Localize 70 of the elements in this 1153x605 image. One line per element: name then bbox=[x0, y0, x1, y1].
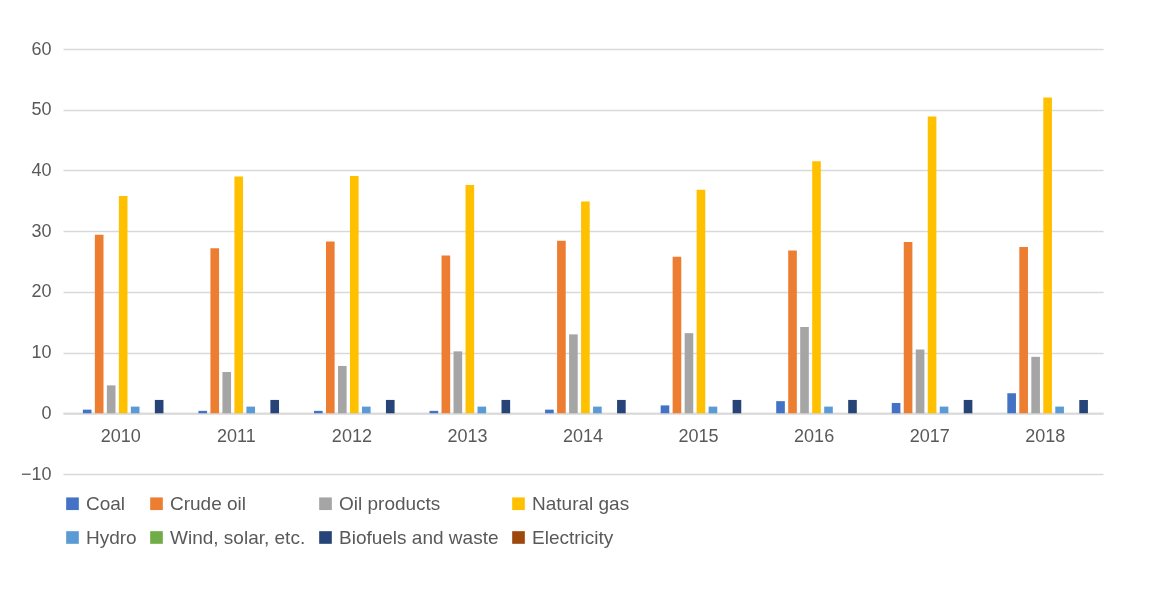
x-tick-label: 2010 bbox=[100, 425, 141, 446]
legend-label: Coal bbox=[86, 492, 126, 514]
bar bbox=[246, 406, 256, 414]
bar bbox=[210, 248, 220, 414]
bar bbox=[1031, 356, 1040, 414]
legend-label: Oil products bbox=[339, 492, 441, 514]
y-tick-label: 50 bbox=[31, 99, 52, 120]
bar bbox=[848, 399, 857, 414]
bar bbox=[270, 399, 280, 414]
bar bbox=[684, 333, 694, 414]
y-tick-label: −10 bbox=[20, 463, 52, 484]
bar bbox=[593, 406, 602, 414]
legend-label: Crude oil bbox=[170, 492, 247, 514]
legend-label: Wind, solar, etc. bbox=[170, 526, 306, 548]
y-tick-label: 30 bbox=[31, 220, 52, 241]
bar bbox=[1055, 406, 1064, 414]
bar bbox=[453, 351, 463, 414]
bar bbox=[569, 334, 578, 414]
x-tick-label: 2013 bbox=[447, 425, 488, 446]
bar bbox=[361, 406, 371, 414]
legend-label: Natural gas bbox=[532, 492, 630, 514]
bar bbox=[660, 405, 670, 414]
bar bbox=[824, 406, 833, 414]
x-tick-label: 2011 bbox=[216, 425, 256, 446]
x-tick-label: 2017 bbox=[909, 425, 950, 446]
y-tick-label: 60 bbox=[31, 38, 52, 59]
bar bbox=[441, 255, 451, 414]
bar bbox=[154, 399, 164, 414]
bar bbox=[581, 201, 590, 414]
x-tick-label: 2015 bbox=[678, 425, 719, 446]
x-tick-label: 2012 bbox=[331, 425, 372, 446]
bar bbox=[788, 250, 797, 414]
bar bbox=[963, 399, 973, 414]
bar bbox=[465, 185, 475, 414]
bar bbox=[732, 399, 742, 414]
x-tick-label: 2016 bbox=[794, 425, 835, 446]
bar bbox=[617, 399, 626, 414]
bar bbox=[696, 189, 706, 414]
legend-label: Biofuels and waste bbox=[339, 526, 499, 548]
bar bbox=[222, 372, 232, 414]
y-tick-label: 20 bbox=[31, 281, 52, 302]
bar bbox=[800, 327, 809, 414]
bar bbox=[915, 349, 925, 414]
bar bbox=[1043, 97, 1052, 414]
bar bbox=[903, 242, 913, 414]
legend-label: Electricity bbox=[532, 526, 614, 548]
bar bbox=[1079, 399, 1088, 414]
bar bbox=[349, 175, 359, 414]
bar bbox=[337, 365, 347, 414]
bar bbox=[812, 161, 821, 414]
x-tick-label: 2014 bbox=[562, 425, 604, 446]
bar bbox=[927, 116, 937, 414]
bar bbox=[1019, 246, 1028, 414]
bar bbox=[1007, 393, 1016, 414]
y-tick-label: 0 bbox=[41, 402, 52, 423]
bar bbox=[501, 399, 511, 414]
bar bbox=[325, 241, 335, 414]
x-tick-label: 2018 bbox=[1025, 425, 1066, 446]
legend-label: Hydro bbox=[86, 526, 137, 548]
bar bbox=[776, 401, 785, 414]
bar bbox=[557, 240, 566, 414]
bar bbox=[94, 234, 104, 414]
bar bbox=[891, 402, 901, 414]
bar bbox=[234, 176, 244, 414]
y-tick-label: 40 bbox=[31, 159, 52, 180]
y-tick-label: 10 bbox=[31, 342, 52, 363]
bar bbox=[385, 399, 395, 414]
bar bbox=[106, 385, 116, 414]
bar bbox=[672, 256, 682, 414]
bar bbox=[118, 195, 128, 414]
